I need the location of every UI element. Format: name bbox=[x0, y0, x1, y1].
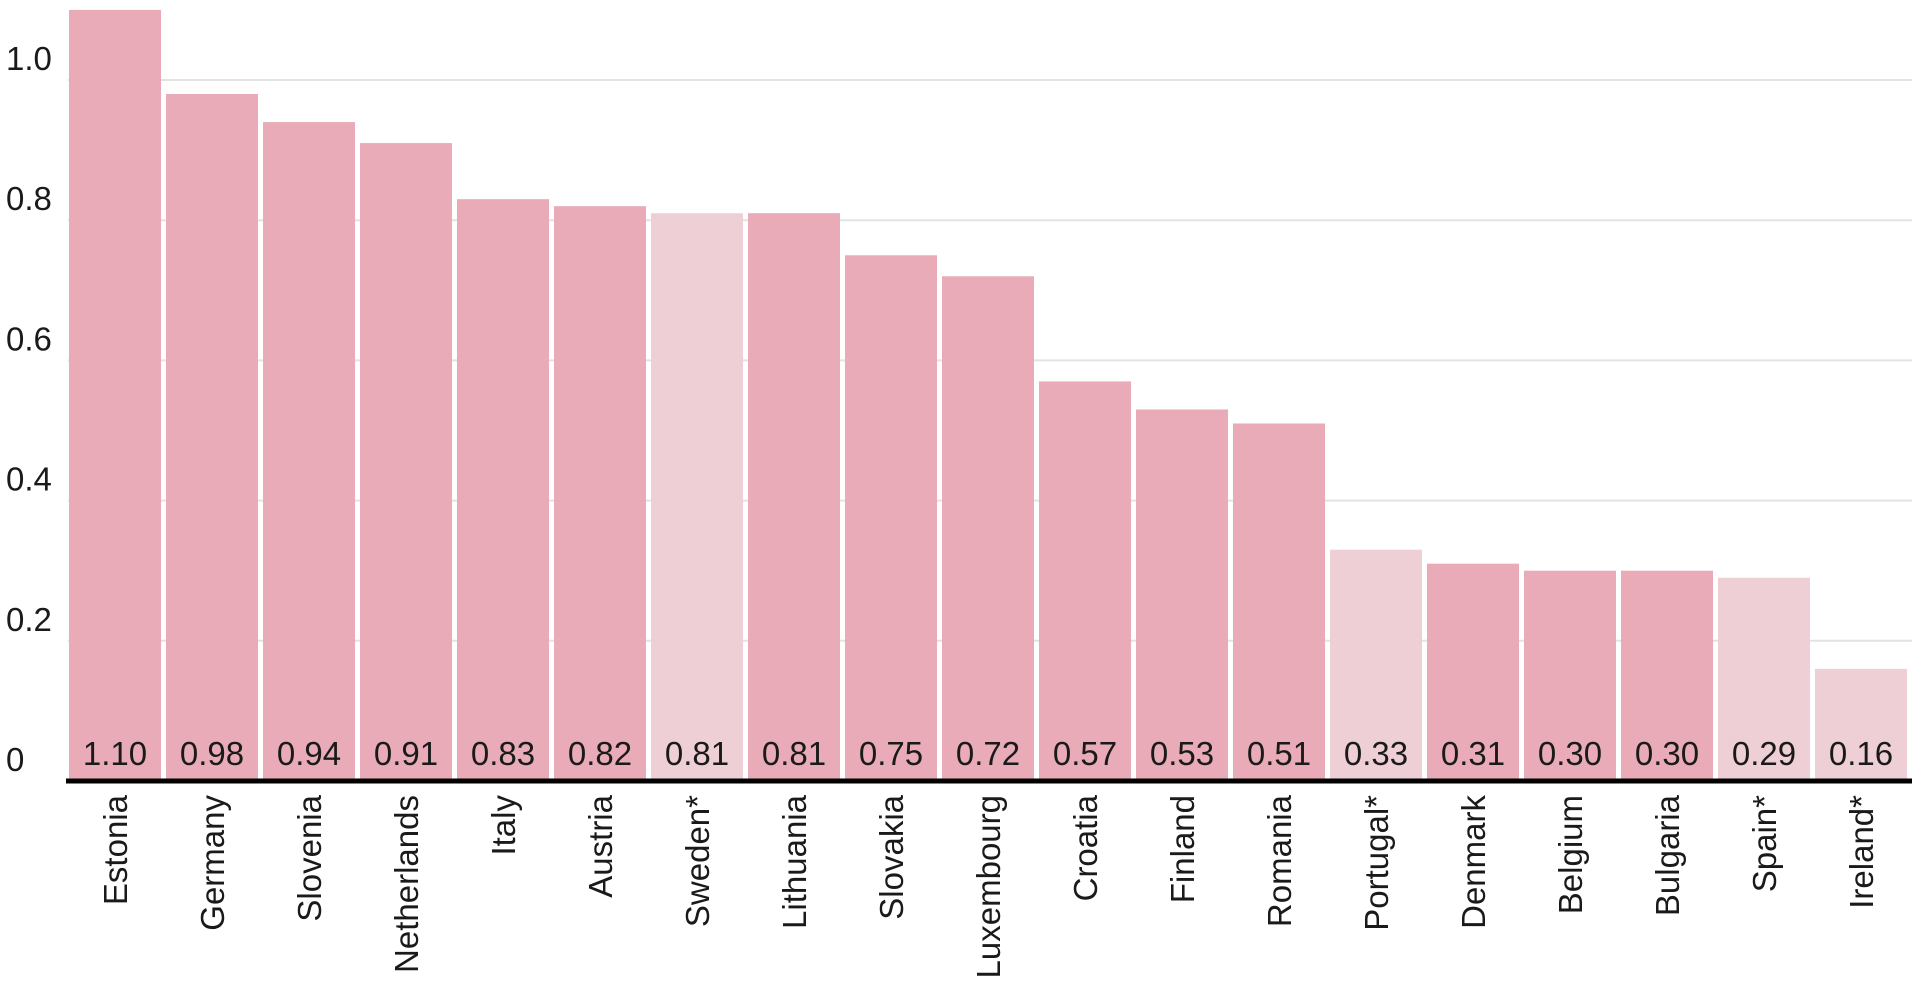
category-label: Luxembourg bbox=[970, 795, 1007, 978]
y-tick-label: 0 bbox=[6, 741, 24, 778]
bar-value-label: 0.53 bbox=[1150, 735, 1214, 772]
y-tick-label: 0.2 bbox=[6, 601, 52, 638]
bar bbox=[1136, 409, 1228, 781]
category-label: Portugal* bbox=[1358, 795, 1395, 931]
bar bbox=[263, 122, 355, 781]
bar bbox=[1330, 549, 1422, 781]
bar-value-label: 0.29 bbox=[1732, 735, 1796, 772]
bar bbox=[360, 143, 452, 782]
bar bbox=[1039, 381, 1131, 781]
bar bbox=[1621, 570, 1713, 781]
bars bbox=[69, 9, 1907, 782]
bar-value-label: 0.30 bbox=[1538, 735, 1602, 772]
category-label: Sweden* bbox=[679, 795, 716, 927]
bar-value-label: 0.94 bbox=[277, 735, 341, 772]
bar-value-label: 1.10 bbox=[83, 735, 147, 772]
category-label: Finland bbox=[1164, 795, 1201, 903]
bar-value-label: 0.75 bbox=[859, 735, 923, 772]
bar bbox=[69, 9, 161, 781]
bar bbox=[1427, 563, 1519, 781]
bar bbox=[457, 199, 549, 782]
bar-value-label: 0.30 bbox=[1635, 735, 1699, 772]
category-label: Slovakia bbox=[873, 794, 910, 919]
bar bbox=[942, 276, 1034, 781]
bar-value-label: 0.72 bbox=[956, 735, 1020, 772]
bar-value-label: 0.98 bbox=[180, 735, 244, 772]
bar-value-label: 0.81 bbox=[665, 735, 729, 772]
category-label: Romania bbox=[1261, 794, 1298, 927]
category-label: Netherlands bbox=[388, 795, 425, 973]
x-axis-category-labels: Estonia Germany Slovenia Netherlands Italy Au… bbox=[97, 794, 1880, 978]
category-label: Germany bbox=[194, 795, 231, 931]
category-label: Slovenia bbox=[291, 794, 328, 921]
y-axis-ticks: 0 0.2 0.4 0.6 0.8 1.0 bbox=[6, 40, 52, 778]
bar-value-label: 0.82 bbox=[568, 735, 632, 772]
category-label: Denmark bbox=[1455, 795, 1492, 929]
bar-value-label: 0.51 bbox=[1247, 735, 1311, 772]
y-tick-label: 0.4 bbox=[6, 461, 52, 498]
bar bbox=[1815, 668, 1907, 781]
bar-value-label: 0.81 bbox=[762, 735, 826, 772]
bar-value-label: 0.16 bbox=[1829, 735, 1893, 772]
category-label: Spain* bbox=[1746, 795, 1783, 892]
bar bbox=[1233, 423, 1325, 781]
category-label: Croatia bbox=[1067, 794, 1104, 901]
bar-value-label: 0.31 bbox=[1441, 735, 1505, 772]
category-label: Ireland* bbox=[1843, 795, 1880, 909]
category-label: Bulgaria bbox=[1649, 794, 1686, 916]
value-labels: 1.10 0.98 0.94 0.91 0.83 0.82 0.81 0.81 0.75 0.72… bbox=[83, 735, 1893, 772]
bar bbox=[845, 255, 937, 781]
bar-value-label: 0.57 bbox=[1053, 735, 1117, 772]
y-tick-label: 1.0 bbox=[6, 40, 52, 77]
bar bbox=[166, 94, 258, 781]
category-label: Estonia bbox=[97, 794, 134, 905]
category-label: Austria bbox=[582, 794, 619, 897]
bar bbox=[748, 213, 840, 781]
y-tick-label: 0.8 bbox=[6, 180, 52, 217]
bar bbox=[1718, 577, 1810, 781]
y-tick-label: 0.6 bbox=[6, 320, 52, 357]
category-label: Italy bbox=[485, 795, 522, 856]
bar bbox=[651, 213, 743, 781]
bar-value-label: 0.91 bbox=[374, 735, 438, 772]
bar bbox=[1524, 570, 1616, 781]
category-label: Lithuania bbox=[776, 794, 813, 929]
category-label: Belgium bbox=[1552, 795, 1589, 914]
bar bbox=[554, 206, 646, 781]
bar-value-label: 0.33 bbox=[1344, 735, 1408, 772]
bar-value-label: 0.83 bbox=[471, 735, 535, 772]
